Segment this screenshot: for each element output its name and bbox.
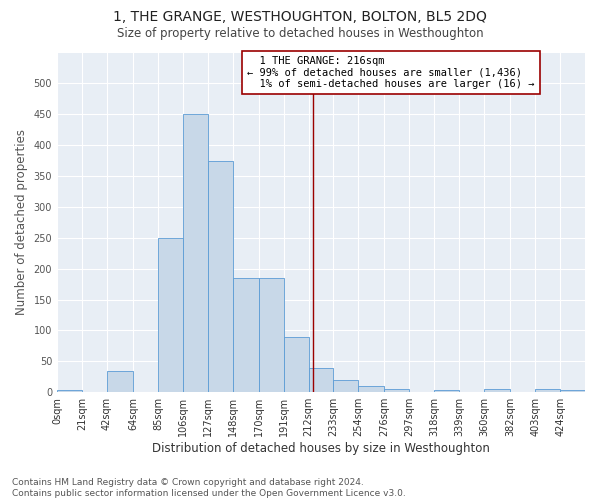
Text: Size of property relative to detached houses in Westhoughton: Size of property relative to detached ho… — [116, 28, 484, 40]
Bar — [434, 390, 459, 392]
Bar — [107, 370, 133, 392]
Y-axis label: Number of detached properties: Number of detached properties — [15, 130, 28, 316]
Bar — [284, 336, 308, 392]
X-axis label: Distribution of detached houses by size in Westhoughton: Distribution of detached houses by size … — [152, 442, 490, 455]
Bar — [334, 380, 358, 392]
Bar — [385, 389, 409, 392]
Bar — [308, 368, 334, 392]
Bar — [57, 390, 82, 392]
Bar — [158, 238, 183, 392]
Text: Contains HM Land Registry data © Crown copyright and database right 2024.
Contai: Contains HM Land Registry data © Crown c… — [12, 478, 406, 498]
Bar — [183, 114, 208, 392]
Bar — [484, 389, 510, 392]
Bar — [233, 278, 259, 392]
Bar — [560, 390, 585, 392]
Text: 1 THE GRANGE: 216sqm
← 99% of detached houses are smaller (1,436)
  1% of semi-d: 1 THE GRANGE: 216sqm ← 99% of detached h… — [247, 56, 535, 89]
Bar — [358, 386, 385, 392]
Bar — [259, 278, 284, 392]
Text: 1, THE GRANGE, WESTHOUGHTON, BOLTON, BL5 2DQ: 1, THE GRANGE, WESTHOUGHTON, BOLTON, BL5… — [113, 10, 487, 24]
Bar — [208, 160, 233, 392]
Bar — [535, 389, 560, 392]
